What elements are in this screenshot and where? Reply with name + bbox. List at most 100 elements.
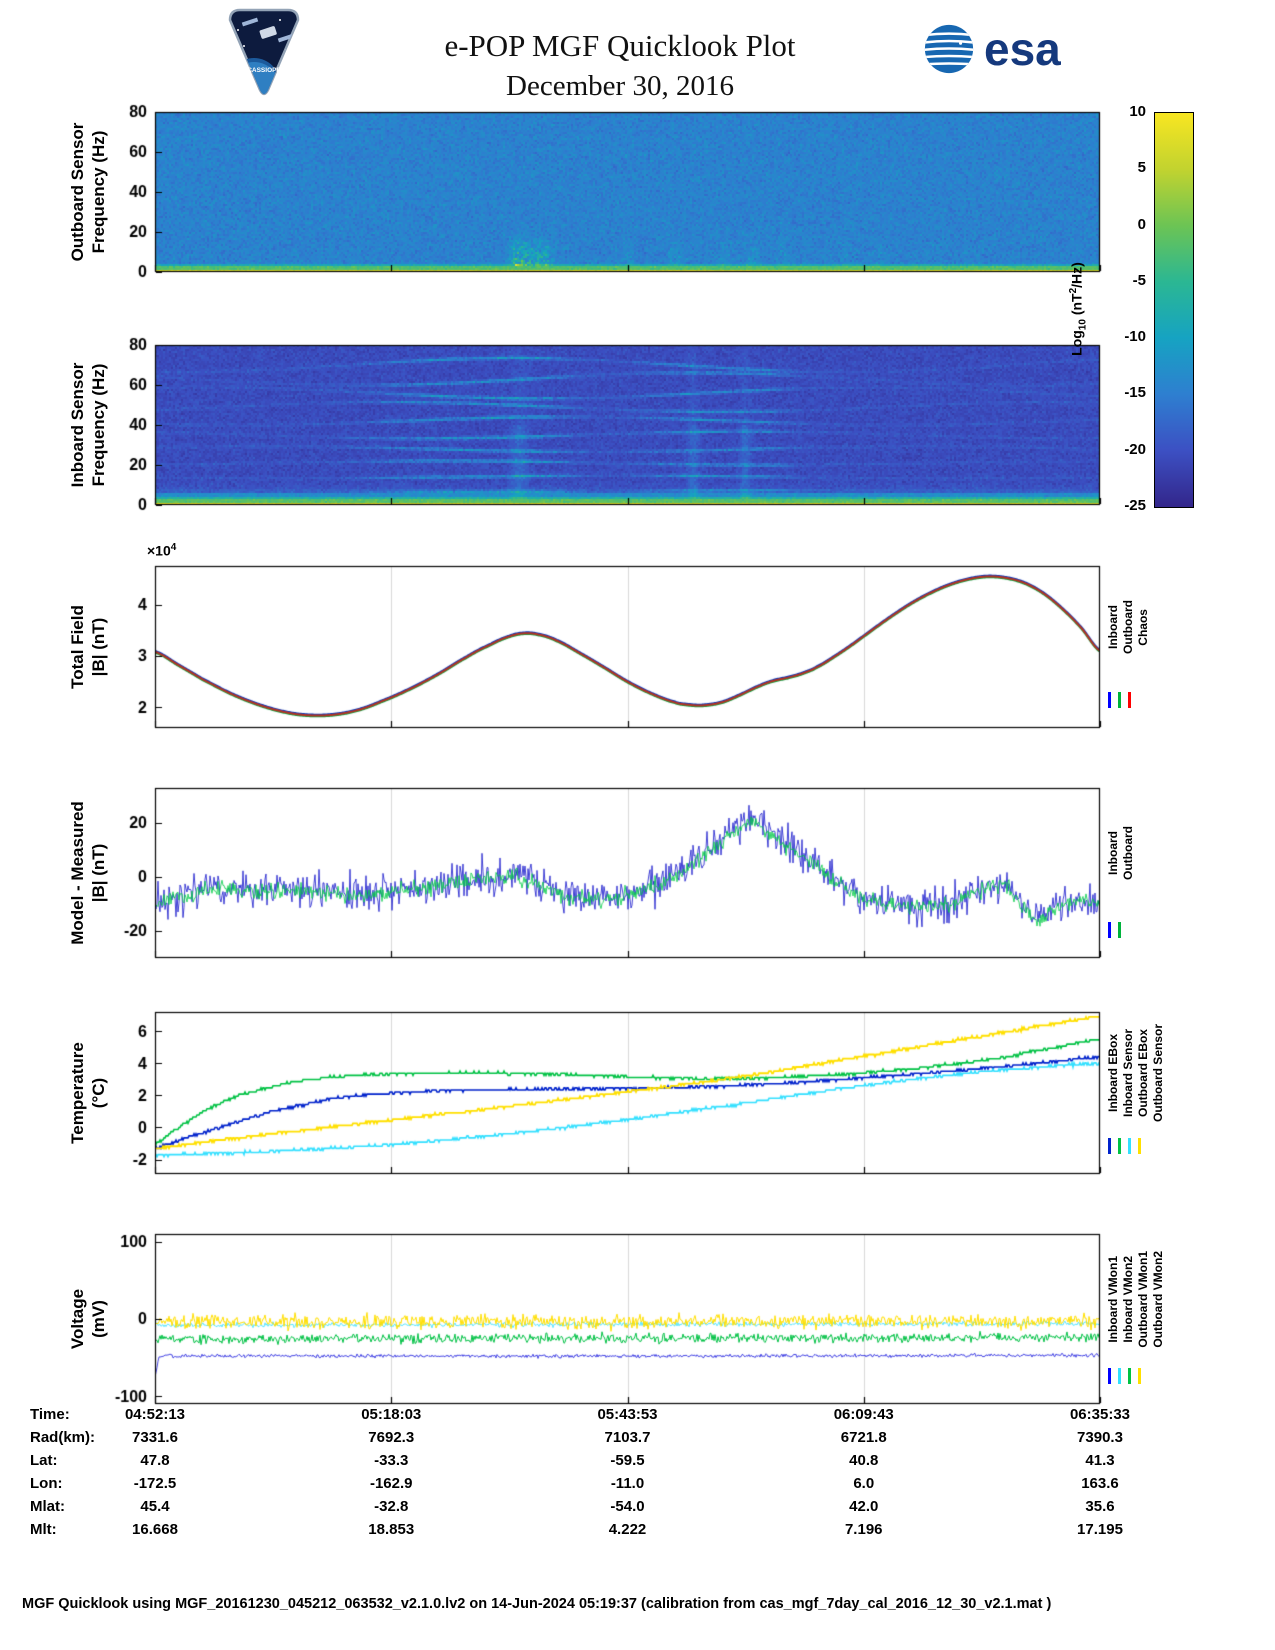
legend-marker bbox=[1108, 692, 1111, 708]
legend-label: Outboard bbox=[1121, 600, 1135, 654]
table-row-label: Lon: bbox=[30, 1475, 63, 1492]
legend-label: Inboard bbox=[1106, 831, 1120, 875]
cassiope-mission-patch: CASSIOPE bbox=[220, 6, 308, 103]
legend-marker bbox=[1128, 1368, 1131, 1384]
table-cell: 4.222 bbox=[608, 1521, 647, 1538]
table-row-label: Time: bbox=[30, 1406, 70, 1423]
colorbar-tick: 5 bbox=[1137, 159, 1146, 177]
legend-p5: Inboard EBox Inboard Sensor Outboard EBox O… bbox=[1106, 1014, 1165, 1132]
table-row-label: Rad(km): bbox=[30, 1429, 96, 1446]
table-cell: 42.0 bbox=[849, 1498, 879, 1515]
chart-canvas-p5 bbox=[97, 1000, 1110, 1186]
chart-canvas-p3 bbox=[97, 554, 1110, 740]
table-row-label: Mlt: bbox=[30, 1521, 57, 1538]
legend-markers-p3 bbox=[1108, 692, 1131, 708]
colorbar-tick: -20 bbox=[1124, 440, 1146, 458]
esa-logo: esa bbox=[922, 22, 1061, 76]
chart-canvas-p6 bbox=[97, 1222, 1110, 1416]
legend-label: Inboard Sensor bbox=[1121, 1028, 1135, 1117]
axis-label-p5: Temperature (°C) bbox=[68, 1042, 108, 1144]
legend-markers-p4 bbox=[1108, 922, 1121, 938]
table-cell: 35.6 bbox=[1085, 1498, 1115, 1515]
table-cell: 7390.3 bbox=[1077, 1429, 1123, 1446]
table-cell: -59.5 bbox=[610, 1452, 645, 1469]
legend-label: Chaos bbox=[1136, 608, 1150, 646]
table-cell: 16.668 bbox=[132, 1521, 178, 1538]
legend-marker bbox=[1138, 1138, 1141, 1154]
table-cell: 45.4 bbox=[140, 1498, 170, 1515]
colorbar-gradient bbox=[1155, 113, 1193, 507]
table-cell: 7.196 bbox=[844, 1521, 883, 1538]
axis-label-p2: Inboard Sensor Frequency (Hz) bbox=[68, 362, 108, 488]
footer-text: MGF Quicklook using MGF_20161230_045212_… bbox=[22, 1596, 1052, 1612]
legend-label: Outboard Sensor bbox=[1151, 1023, 1165, 1122]
legend-marker bbox=[1128, 1138, 1131, 1154]
table-cell: 7692.3 bbox=[368, 1429, 415, 1446]
legend-label: Inboard VMon2 bbox=[1121, 1255, 1135, 1343]
table-cell: -11.0 bbox=[610, 1475, 645, 1492]
legend-marker bbox=[1118, 922, 1121, 938]
table-cell: 6721.8 bbox=[840, 1429, 887, 1446]
table-cell: 05:43:53 bbox=[597, 1406, 658, 1423]
table-cell: 163.6 bbox=[1081, 1475, 1119, 1492]
colorbar-tick: -25 bbox=[1124, 497, 1146, 514]
colorbar-tick: -15 bbox=[1124, 384, 1146, 402]
y-axis-exponent: ×104 bbox=[147, 542, 177, 559]
table-cell: -172.5 bbox=[133, 1475, 177, 1492]
legend-marker bbox=[1118, 1368, 1121, 1384]
table-cell: 47.8 bbox=[140, 1452, 170, 1469]
table-cell: 06:35:33 bbox=[1069, 1406, 1131, 1423]
legend-label: Inboard bbox=[1106, 605, 1120, 649]
table-cell: -162.9 bbox=[369, 1475, 413, 1492]
legend-markers-p6 bbox=[1108, 1368, 1141, 1384]
legend-marker bbox=[1118, 692, 1121, 708]
legend-marker bbox=[1118, 1138, 1121, 1154]
table-cell: 17.195 bbox=[1077, 1521, 1123, 1538]
chart-canvas-p1 bbox=[97, 100, 1110, 284]
legend-markers-p5 bbox=[1108, 1138, 1141, 1154]
colorbar bbox=[1154, 112, 1194, 508]
table-cell: 6.0 bbox=[853, 1475, 875, 1492]
legend-marker bbox=[1108, 1368, 1111, 1384]
chart-canvas-p2 bbox=[97, 333, 1110, 517]
esa-wordmark: esa bbox=[984, 23, 1061, 75]
table-row-label: Lat: bbox=[30, 1452, 58, 1469]
plot-date: December 30, 2016 bbox=[506, 70, 734, 102]
table-cell: 06:09:43 bbox=[833, 1406, 894, 1423]
legend-p3: Inboard Outboard Chaos bbox=[1106, 568, 1150, 686]
legend-marker bbox=[1108, 1138, 1111, 1154]
colorbar-tick: 10 bbox=[1129, 103, 1146, 120]
legend-label: Inboard EBox bbox=[1106, 1033, 1120, 1112]
legend-marker bbox=[1138, 1368, 1141, 1384]
table-cell: 18.853 bbox=[368, 1521, 415, 1538]
chart-canvas-p4 bbox=[97, 776, 1110, 970]
table-cell: 7331.6 bbox=[132, 1429, 178, 1446]
axis-label-p1: Outboard Sensor Frequency (Hz) bbox=[68, 122, 108, 262]
legend-p4: Inboard Outboard bbox=[1106, 790, 1135, 916]
colorbar-label: Log10 (nT2/Hz) bbox=[1068, 262, 1089, 356]
table-cell: 04:52:13 bbox=[124, 1406, 186, 1423]
table-cell: 41.3 bbox=[1085, 1452, 1115, 1469]
patch-text: CASSIOPE bbox=[247, 67, 281, 74]
table-row-label: Mlat: bbox=[30, 1498, 65, 1515]
esa-emblem-icon bbox=[924, 24, 974, 74]
legend-marker bbox=[1128, 692, 1131, 708]
table-cell: 40.8 bbox=[849, 1452, 879, 1469]
table-cell: 7103.7 bbox=[604, 1429, 651, 1446]
colorbar-tick: -10 bbox=[1124, 328, 1146, 346]
legend-label: Inboard VMon1 bbox=[1106, 1255, 1120, 1343]
legend-label: Outboard EBox bbox=[1136, 1028, 1150, 1117]
legend-label: Outboard VMon2 bbox=[1151, 1250, 1165, 1348]
plot-title: e-POP MGF Quicklook Plot bbox=[444, 28, 796, 63]
axis-label-p6: Voltage (mV) bbox=[68, 1288, 108, 1350]
legend-p6: Inboard VMon1 Inboard VMon2 Outboard VMon1… bbox=[1106, 1236, 1165, 1362]
table-cell: -33.3 bbox=[374, 1452, 409, 1469]
colorbar-tick: -5 bbox=[1132, 271, 1146, 289]
axis-label-p4: Model - Measured |B| (nT) bbox=[68, 801, 108, 945]
legend-label: Outboard VMon1 bbox=[1136, 1250, 1150, 1348]
axis-label-p3: Total Field |B| (nT) bbox=[68, 605, 108, 689]
table-cell: -54.0 bbox=[610, 1498, 645, 1515]
table-cell: -32.8 bbox=[374, 1498, 409, 1515]
legend-label: Outboard bbox=[1121, 826, 1135, 880]
